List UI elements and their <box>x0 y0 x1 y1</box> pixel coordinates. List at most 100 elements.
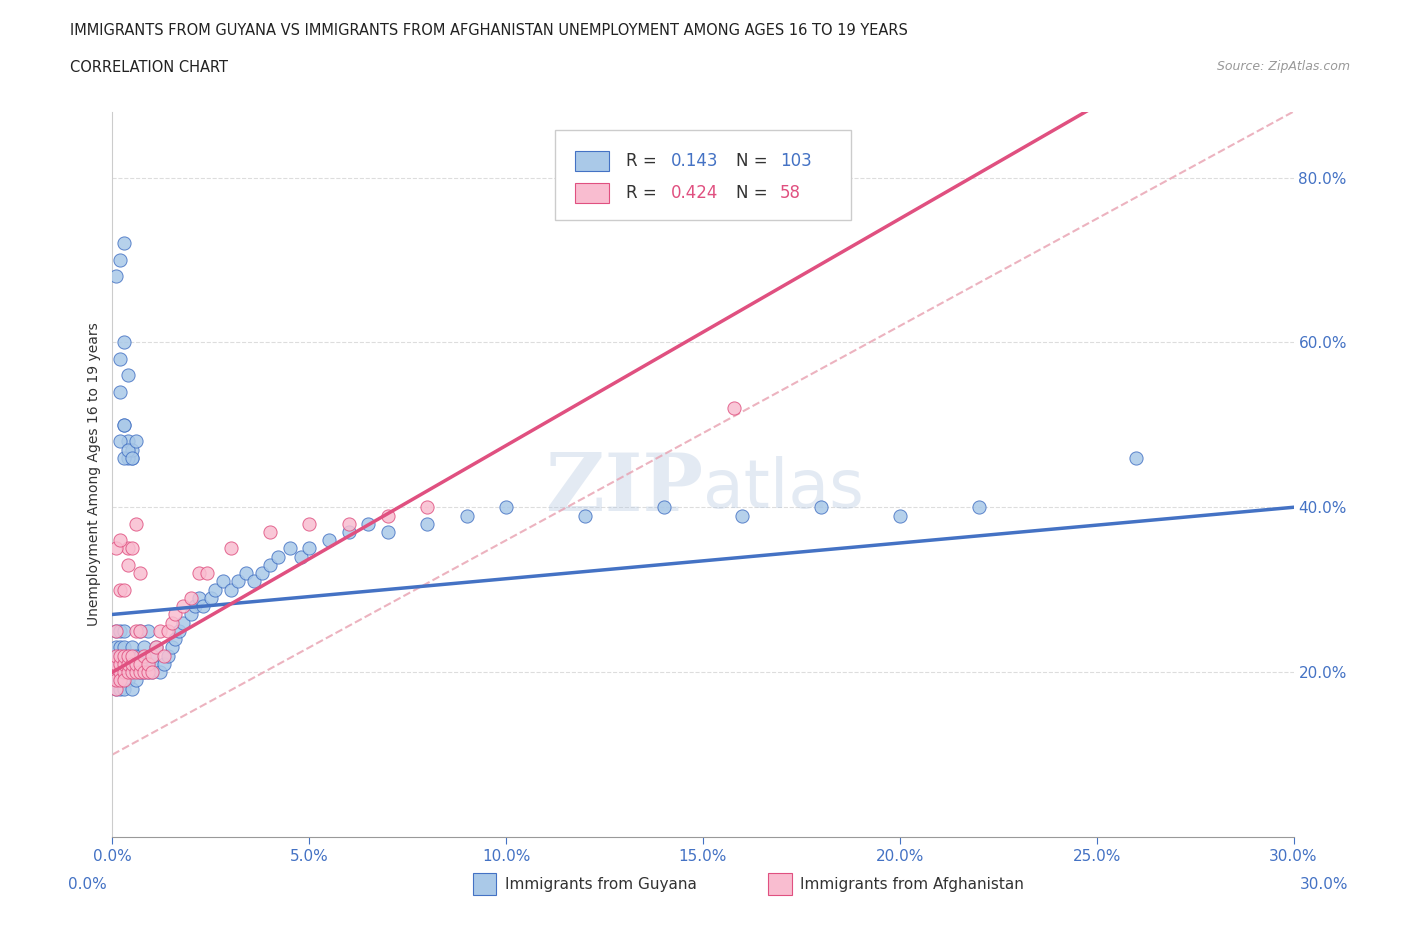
Point <box>810 499 832 514</box>
Point <box>141 657 163 671</box>
Point <box>191 599 214 614</box>
Point <box>110 665 132 680</box>
Text: 0.0%: 0.0% <box>67 877 107 892</box>
Point <box>112 648 135 663</box>
Point <box>117 442 139 457</box>
Point <box>219 582 242 597</box>
Text: Immigrants from Afghanistan: Immigrants from Afghanistan <box>800 877 1024 892</box>
Point <box>129 623 152 638</box>
Point <box>110 665 132 680</box>
Bar <box>575 151 609 171</box>
Point <box>110 352 132 366</box>
Point <box>117 450 139 465</box>
Point <box>723 401 745 416</box>
Point <box>112 665 135 680</box>
Point <box>172 616 194 631</box>
Point <box>136 665 159 680</box>
Point <box>105 657 128 671</box>
Point <box>156 648 179 663</box>
Point <box>117 434 139 449</box>
Point <box>110 533 132 548</box>
Text: N =: N = <box>737 152 773 170</box>
Point <box>110 657 132 671</box>
Point <box>141 648 163 663</box>
Point <box>188 591 211 605</box>
Point <box>160 616 183 631</box>
Text: R =: R = <box>626 152 662 170</box>
Point <box>132 648 155 663</box>
Text: 30.0%: 30.0% <box>1299 877 1348 892</box>
Point <box>105 623 128 638</box>
Point <box>184 599 207 614</box>
Point <box>117 657 139 671</box>
Point <box>228 574 250 589</box>
Point <box>117 665 139 680</box>
Point <box>132 665 155 680</box>
Text: 58: 58 <box>780 184 801 202</box>
Point <box>112 648 135 663</box>
Point <box>112 657 135 671</box>
Point <box>298 516 321 531</box>
Point <box>200 591 222 605</box>
Point <box>105 640 128 655</box>
Point <box>136 623 159 638</box>
Point <box>129 657 152 671</box>
Text: atlas: atlas <box>703 456 863 522</box>
Text: 0.143: 0.143 <box>671 152 718 170</box>
Point <box>105 541 128 556</box>
Point <box>132 665 155 680</box>
Point <box>129 623 152 638</box>
Bar <box>768 873 792 895</box>
Point <box>125 665 148 680</box>
Point <box>141 665 163 680</box>
Point <box>204 582 226 597</box>
Point <box>121 450 143 465</box>
Point <box>125 648 148 663</box>
Point <box>136 657 159 671</box>
Point <box>110 582 132 597</box>
Point <box>112 665 135 680</box>
Point <box>652 499 675 514</box>
Text: CORRELATION CHART: CORRELATION CHART <box>70 60 228 75</box>
Point <box>169 623 191 638</box>
Point <box>125 434 148 449</box>
Point <box>112 582 135 597</box>
Point <box>145 640 167 655</box>
Point <box>117 368 139 383</box>
Point <box>160 640 183 655</box>
Point <box>121 450 143 465</box>
Point <box>110 640 132 655</box>
Text: 103: 103 <box>780 152 811 170</box>
Point <box>112 657 135 671</box>
Point <box>110 384 132 399</box>
Point <box>112 450 135 465</box>
Point <box>125 516 148 531</box>
Point <box>110 253 132 268</box>
Point <box>112 681 135 696</box>
Point <box>495 499 517 514</box>
Point <box>337 525 360 539</box>
Point <box>125 623 148 638</box>
Point <box>105 623 128 638</box>
Point <box>105 673 128 688</box>
Point <box>112 236 135 251</box>
Point <box>132 657 155 671</box>
Point <box>574 508 596 523</box>
Point <box>156 623 179 638</box>
Point <box>110 648 132 663</box>
Point <box>121 648 143 663</box>
Point <box>1125 450 1147 465</box>
Point <box>121 665 143 680</box>
Point <box>110 648 132 663</box>
Point <box>110 673 132 688</box>
Point <box>112 673 135 688</box>
Text: Immigrants from Guyana: Immigrants from Guyana <box>505 877 696 892</box>
Point <box>141 648 163 663</box>
Point <box>188 565 211 580</box>
Point <box>250 565 273 580</box>
Point <box>117 665 139 680</box>
Point <box>129 657 152 671</box>
Point <box>117 648 139 663</box>
Point <box>219 541 242 556</box>
Point <box>141 665 163 680</box>
